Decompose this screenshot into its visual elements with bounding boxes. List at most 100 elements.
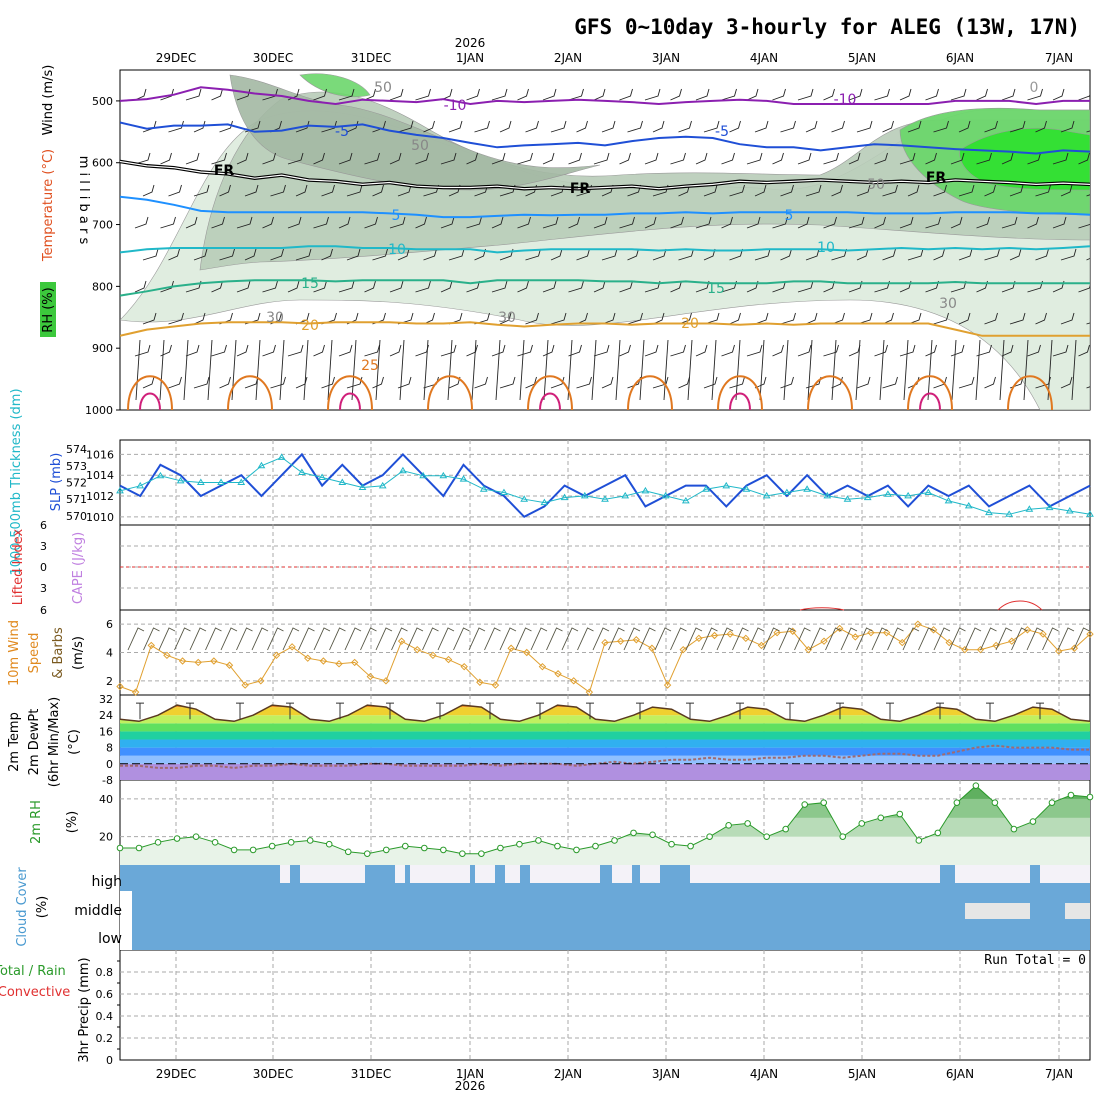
- wind-barb-10m: [856, 627, 873, 651]
- precip-tick: 0: [106, 1054, 113, 1067]
- wind-barb: [491, 216, 504, 229]
- wind-barb: [772, 88, 786, 101]
- slp-axis-label: SLP (mb): [49, 453, 64, 512]
- wind-barb: [772, 152, 784, 165]
- rh-point: [763, 833, 770, 840]
- wind-barb: [1078, 344, 1090, 357]
- bottom-date-label: 3JAN: [652, 1067, 680, 1081]
- lifted-index-curve: [799, 607, 845, 611]
- wind-barb: [440, 152, 457, 165]
- wind-barb: [746, 344, 763, 357]
- top-date-axis: 29DEC 30DEC 31DEC 1JAN 2JAN 3JAN 4JAN 5JAN 6JAN 7…: [156, 51, 1073, 65]
- cloud-unit-label: (%): [35, 896, 50, 919]
- wind-barb: [1001, 216, 1018, 229]
- wind-barb: [440, 344, 457, 357]
- wind-barb: [695, 88, 710, 101]
- wind-barb: [517, 280, 529, 293]
- temp-label: (6hr Min/Max): [47, 697, 62, 787]
- stability-tick: 0: [40, 561, 47, 574]
- wind-barb: [1035, 120, 1047, 133]
- thickness-point: [237, 478, 246, 485]
- wind-barb: [168, 248, 180, 261]
- wind-barb: [823, 344, 839, 357]
- wind-speed-point: [507, 644, 515, 652]
- wind-barb: [925, 152, 937, 165]
- wind-barb: [270, 376, 286, 389]
- rh-point: [1048, 799, 1056, 806]
- thickness-point: [1025, 505, 1034, 512]
- thickness-point: [762, 491, 771, 499]
- freezing-level-line: [120, 160, 1090, 190]
- thickness-point: [702, 485, 710, 492]
- wind-barb: [670, 88, 682, 101]
- wind-barb: [670, 344, 686, 357]
- wind-barb: [652, 376, 669, 389]
- rh-point: [421, 844, 428, 852]
- wind-barb: [619, 88, 633, 101]
- wind-barb: [780, 248, 792, 261]
- wind-barb: [927, 339, 933, 401]
- wind-barb: [423, 312, 435, 325]
- pressure-tick: 500: [92, 95, 113, 108]
- wind-barb: [279, 339, 285, 401]
- wind-barb: [746, 152, 763, 165]
- wind-barb: [644, 88, 661, 101]
- wind-barb: [950, 152, 965, 165]
- wind-barb: [882, 184, 898, 197]
- wind-barb: [805, 184, 822, 197]
- wind-barb: [262, 216, 274, 229]
- wind-speed-point: [178, 657, 187, 665]
- temperature-contour-25: [807, 375, 853, 410]
- wind-barb-10m: [623, 627, 641, 651]
- wind-barb: [499, 312, 512, 325]
- top-date-label: 4JAN: [750, 51, 778, 65]
- wind-barb: [1052, 152, 1069, 165]
- wind-barb: [448, 248, 465, 261]
- wind-barb: [1035, 184, 1051, 197]
- wind-speed-point: [554, 670, 562, 678]
- temperature-contour: [120, 245, 1090, 254]
- rh-unit-label: (%): [65, 811, 80, 834]
- wind-barb: [466, 216, 482, 229]
- wind-barb: [346, 184, 363, 197]
- wind-barb: [754, 184, 767, 197]
- wind-barb: [517, 344, 533, 357]
- wind-barb-10m: [825, 627, 842, 651]
- minmax-bar: [436, 702, 444, 720]
- wind-barb: [848, 216, 865, 229]
- wind-barb: [576, 248, 590, 261]
- rh-point: [116, 844, 124, 852]
- wind-barb-10m: [1011, 627, 1028, 651]
- wind-speed-point: [257, 677, 265, 685]
- wind-barb: [729, 312, 741, 325]
- wind-barb: [933, 120, 949, 133]
- thickness-point: [318, 473, 326, 480]
- stability-tick: 3: [40, 582, 47, 595]
- minmax-bar: [286, 702, 294, 720]
- wind-barb: [466, 152, 478, 165]
- wind-barb: [695, 152, 708, 165]
- wind-barb: [295, 120, 310, 133]
- wind-label: & Barbs: [51, 627, 66, 679]
- precip-tick: 0.8: [96, 966, 114, 979]
- wind-barb: [313, 88, 327, 101]
- wind-barb: [1060, 312, 1075, 325]
- temperature-contour-25: [127, 375, 173, 410]
- wind-barb: [440, 280, 453, 293]
- wind-barb: [499, 120, 512, 133]
- wind-barb: [899, 216, 914, 229]
- bottom-date-label: 31DEC: [351, 1067, 391, 1081]
- wind-barb: [678, 248, 694, 261]
- wind-barb: [338, 152, 353, 165]
- contour-label: FR: [926, 170, 947, 186]
- wind-speed-point: [616, 637, 625, 645]
- thickness-point: [520, 495, 529, 502]
- rh-point: [478, 850, 485, 857]
- wind-barb: [389, 216, 406, 229]
- wind-barb: [670, 152, 686, 165]
- wind-speed-point: [929, 626, 938, 634]
- rh-point: [154, 839, 162, 846]
- wind-speed-point: [319, 657, 328, 665]
- rh-point: [915, 837, 923, 844]
